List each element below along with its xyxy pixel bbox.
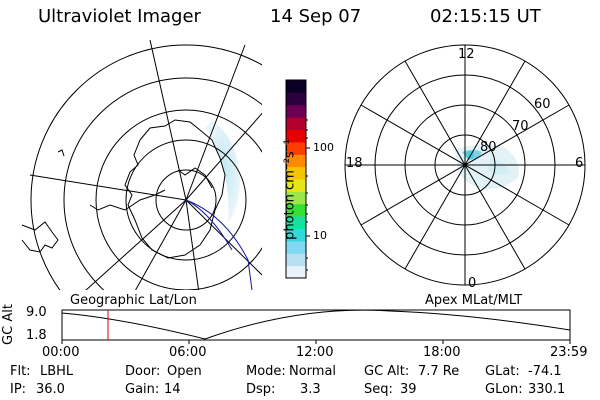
altitude-ylabel: GC Alt <box>0 304 16 345</box>
altitude-curve <box>61 309 571 340</box>
colorbar-unit-label: photon cm⁻²s⁻¹ <box>282 139 298 240</box>
antarctica-coastline <box>124 119 226 259</box>
altitude-xtick-1: 06:00 <box>169 345 207 360</box>
island <box>57 149 65 157</box>
colorbar-segment <box>286 141 306 155</box>
polar-plot <box>344 44 586 286</box>
time-label: 02:15:15 UT <box>430 6 541 27</box>
colorbar-segment <box>286 154 306 168</box>
geographic-map <box>21 40 262 290</box>
ip-label: IP: <box>10 382 27 397</box>
door-label: Door: <box>125 364 161 379</box>
aurora-oval-geographic <box>205 120 240 222</box>
date-label: 14 Sep 07 <box>270 6 362 27</box>
glon-value: 330.1 <box>528 382 566 397</box>
colorbar-segment <box>286 191 306 205</box>
glon-label: GLon: <box>485 382 523 397</box>
altitude-xtick-0: 00:00 <box>42 345 80 360</box>
colorbar <box>286 80 306 279</box>
colorbar-segment <box>286 80 306 93</box>
geographic-map-title: Geographic Lat/Lon <box>70 293 197 308</box>
mlat-label-60: 60 <box>534 97 551 112</box>
mlt-label-12: 12 <box>458 47 475 62</box>
altitude-xtick-3: 18:00 <box>423 345 461 360</box>
mode-label: Mode: <box>246 364 286 379</box>
colorbar-segment <box>286 92 306 106</box>
mlat-label-80: 80 <box>480 140 497 155</box>
antarctic-peninsula <box>89 189 166 211</box>
colorbar-segment <box>286 228 306 242</box>
mlt-label-6: 6 <box>575 156 584 171</box>
mode-value: Normal <box>289 364 337 379</box>
altitude-ymax: 9.0 <box>26 305 47 320</box>
colorbar-frame <box>285 79 307 279</box>
flt-value: LBHL <box>40 364 74 379</box>
polar-map-title: Apex MLat/MLT <box>425 293 523 308</box>
dsp-value: 3.3 <box>300 382 321 397</box>
door-value: Open <box>167 364 202 379</box>
colorbar-tick-10: 10 <box>313 229 327 242</box>
colorbar-ticks <box>306 119 310 271</box>
flt-label: Flt: <box>10 364 31 379</box>
longitude-lines <box>29 40 262 290</box>
colorbar-segment <box>286 166 306 180</box>
colorbar-tick-100: 100 <box>313 141 334 154</box>
gain-label: Gain: <box>125 382 160 397</box>
instrument-title: Ultraviolet Imager <box>38 6 201 27</box>
colorbar-segment <box>286 240 306 254</box>
latitude-circles <box>30 44 262 290</box>
ip-value: 36.0 <box>36 382 65 397</box>
mlt-label-18: 18 <box>346 156 363 171</box>
colorbar-segment <box>286 203 306 217</box>
altitude-xtick-2: 12:00 <box>296 345 334 360</box>
altitude-plot <box>61 309 571 344</box>
colorbar-segment <box>286 104 306 118</box>
colorbar-segment <box>286 253 306 267</box>
glat-label: GLat: <box>485 364 520 379</box>
colorbar-segment <box>286 265 306 279</box>
gcalt-value: 7.7 Re <box>418 364 460 379</box>
altitude-xticks <box>61 340 571 344</box>
glat-value: -74.1 <box>528 364 562 379</box>
colorbar-segment <box>286 179 306 192</box>
altitude-xtick-4: 23:59 <box>550 345 588 360</box>
gain-value: 14 <box>164 382 181 397</box>
terminator-lines <box>185 199 253 290</box>
altitude-plot-frame <box>61 309 571 341</box>
mlt-meridians <box>345 45 585 285</box>
mlt-label-0: 0 <box>468 276 477 291</box>
mlat-label-70: 70 <box>512 119 529 134</box>
ice-shelf <box>177 167 213 189</box>
dsp-label: Dsp: <box>246 382 276 397</box>
south-america-coastline <box>21 221 59 253</box>
colorbar-segment <box>286 117 306 130</box>
colorbar-segment <box>286 129 306 143</box>
altitude-ymin: 1.8 <box>26 328 47 343</box>
seq-value: 39 <box>400 382 417 397</box>
gcalt-label: GC Alt: <box>364 364 410 379</box>
colorbar-segment <box>286 216 306 229</box>
seq-label: Seq: <box>364 382 393 397</box>
